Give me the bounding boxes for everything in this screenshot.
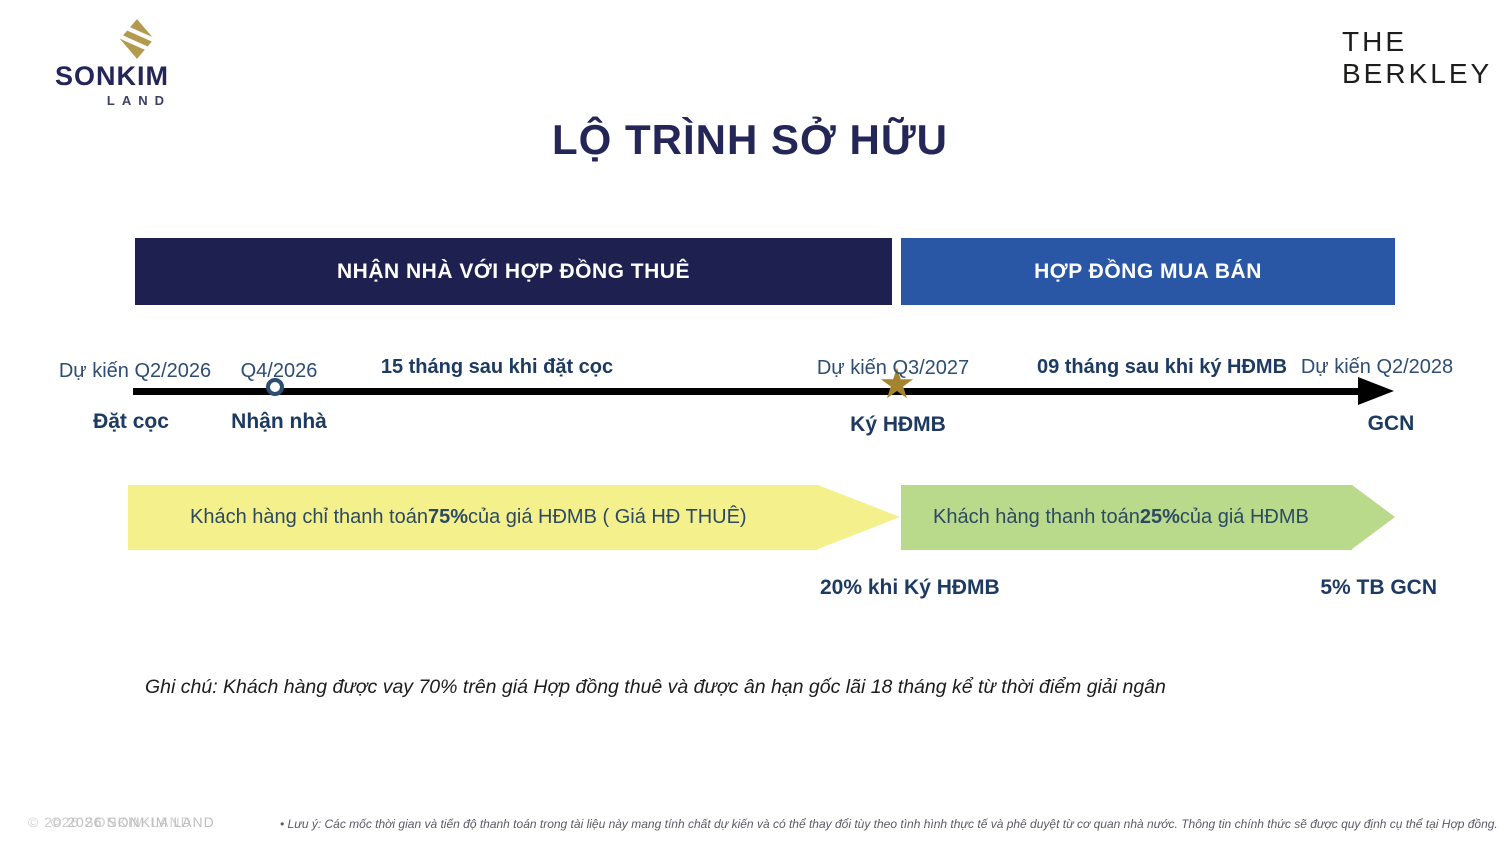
sonkim-diamond-icon [119,19,155,59]
page-title: LỘ TRÌNH SỞ HỮU [552,116,948,163]
milestone-date-dat-coc: Dự kiến Q2/2026 [58,360,212,382]
banner-sale-arrow-tip [1352,485,1395,549]
banner-rent-percent: 75% [427,506,468,528]
phase-bar-rent-contract: NHẬN NHÀ VỚI HỢP ĐỒNG THUÊ [135,238,892,305]
milestone-date-nhan-nha: Q4/2026 [240,360,318,382]
banner-rent-text-suffix: của giá HĐMB ( Giá HĐ THUÊ) [468,506,747,528]
copyright-watermark-front: © 2026 SONKIM LAND [51,814,215,830]
disclaimer-text: • Lưu ý: Các mốc thời gian và tiến độ th… [280,817,1498,831]
timeline-circle-marker [266,378,284,396]
copyright-watermark-back: © 2026 SONKIM LAND [28,814,192,830]
milestone-date-gcn: Dự kiến Q2/2028 [1300,356,1454,378]
payment-banner-rent: Khách hàng chỉ thanh toán 75% của giá HĐ… [128,485,818,550]
milestone-date-ky-hdmb: Dự kiến Q3/2027 [816,357,970,379]
banner-rent-arrow-tip [818,485,900,549]
banner-rent-text-prefix: Khách hàng chỉ thanh toán [190,506,428,528]
timeline-star-icon: ★ [878,360,916,407]
berkley-logo-line1: THE [1342,26,1407,57]
payment-note-20-percent: 20% khi Ký HĐMB [820,576,1000,599]
milestone-label-nhan-nha: Nhận nhà [231,410,327,433]
timeline-line [133,388,1365,395]
note-text: Ghi chú: Khách hàng được vay 70% trên gi… [145,676,1166,698]
sonkim-logo-text: SONKIM [55,61,169,91]
milestone-label-dat-coc: Đặt cọc [93,410,169,433]
milestone-label-gcn: GCN [1367,412,1415,435]
banner-sale-percent: 25% [1139,506,1180,528]
sonkim-logo-subtext: LAND [106,93,171,109]
phase-bar-sale-contract: HỢP ĐỒNG MUA BÁN [901,238,1395,305]
payment-banner-sale: Khách hàng thanh toán 25% của giá HĐMB [901,485,1352,550]
banner-sale-text-prefix: Khách hàng thanh toán [933,506,1140,528]
berkley-logo-line2: BERKLEY [1342,58,1493,90]
milestone-label-ky-hdmb: Ký HĐMB [850,413,946,436]
milestone-duration-09-months: 09 tháng sau khi ký HĐMB [1036,356,1288,378]
banner-sale-text-suffix: của giá HĐMB [1179,506,1309,528]
sonkim-land-logo: SONKIM LAND [52,18,172,108]
timeline-arrowhead-icon [1358,377,1394,405]
milestone-duration-15-months: 15 tháng sau khi đặt cọc [380,356,614,378]
the-berkley-logo: THE BERKLEY [1342,26,1492,91]
payment-note-5-percent: 5% TB GCN [1320,576,1437,599]
